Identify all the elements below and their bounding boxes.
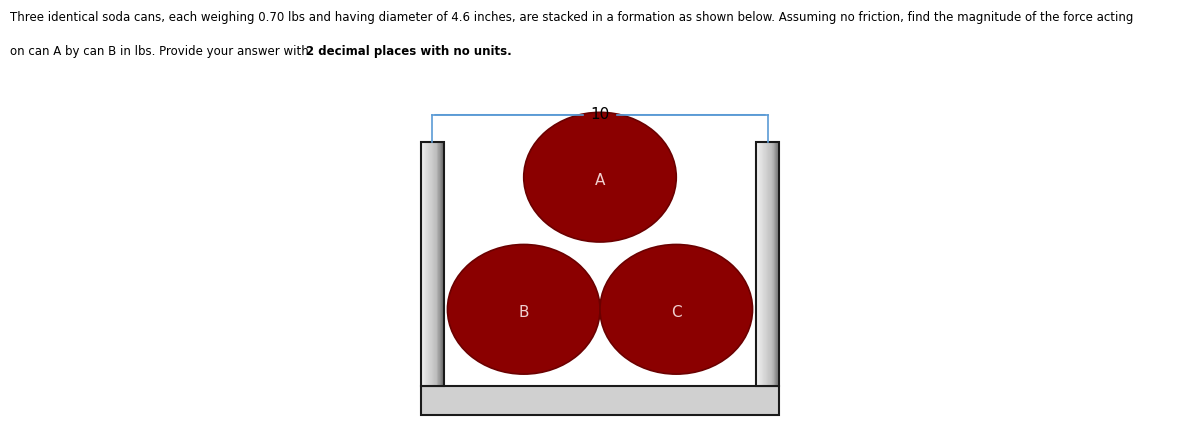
Bar (421, 386, 779, 414)
Ellipse shape (523, 112, 677, 242)
Text: A: A (595, 173, 605, 188)
Text: B: B (518, 305, 529, 320)
Bar (756, 141, 779, 386)
Bar (421, 141, 444, 386)
Text: on can A by can B in lbs. Provide your answer with: on can A by can B in lbs. Provide your a… (10, 45, 312, 58)
Ellipse shape (448, 245, 600, 374)
Text: 2 decimal places with no units.: 2 decimal places with no units. (306, 45, 512, 58)
Text: C: C (671, 305, 682, 320)
Text: 10: 10 (590, 107, 610, 122)
Ellipse shape (600, 245, 752, 374)
Text: Three identical soda cans, each weighing 0.70 lbs and having diameter of 4.6 inc: Three identical soda cans, each weighing… (10, 11, 1133, 24)
